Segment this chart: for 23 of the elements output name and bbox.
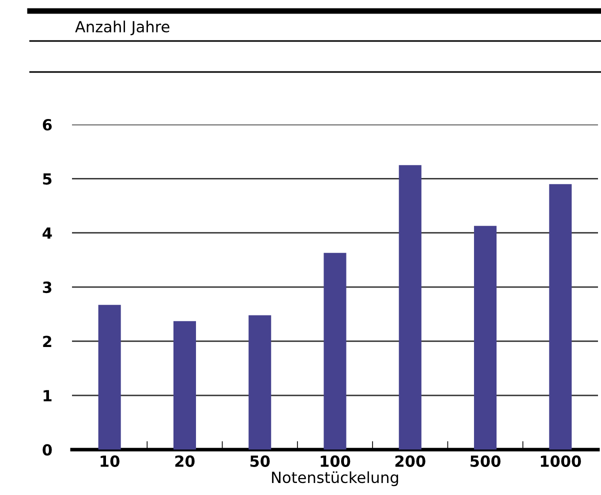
- y-tick-label: 2: [43, 336, 52, 348]
- y-tick-label: 5: [43, 173, 52, 185]
- bar: [98, 304, 121, 450]
- text: Anzahl Jahre: [75, 20, 170, 36]
- bar: [324, 252, 346, 450]
- x-tick-label: 100: [320, 455, 350, 467]
- y-tick-label: 4: [42, 228, 52, 239]
- x-tick-label: 20: [175, 455, 195, 467]
- x-tick-label: 10: [100, 455, 120, 467]
- y-tick-label: 6: [42, 118, 52, 131]
- y-tick-label: 0: [42, 444, 52, 456]
- bar: [248, 315, 272, 450]
- y-tick-label: 1: [44, 390, 52, 402]
- x-axis-title: Notenstückelung: [272, 471, 398, 486]
- x-tick-label: 200: [395, 455, 426, 467]
- x-tick-label: 50: [250, 455, 270, 467]
- bar: [549, 184, 572, 450]
- bar: [474, 226, 497, 450]
- x-tick-label: 500: [470, 455, 500, 467]
- y-tick-label: 3: [42, 282, 52, 294]
- x-tick-label: 1000: [540, 455, 581, 467]
- bar: [398, 165, 422, 450]
- bar: [173, 321, 196, 450]
